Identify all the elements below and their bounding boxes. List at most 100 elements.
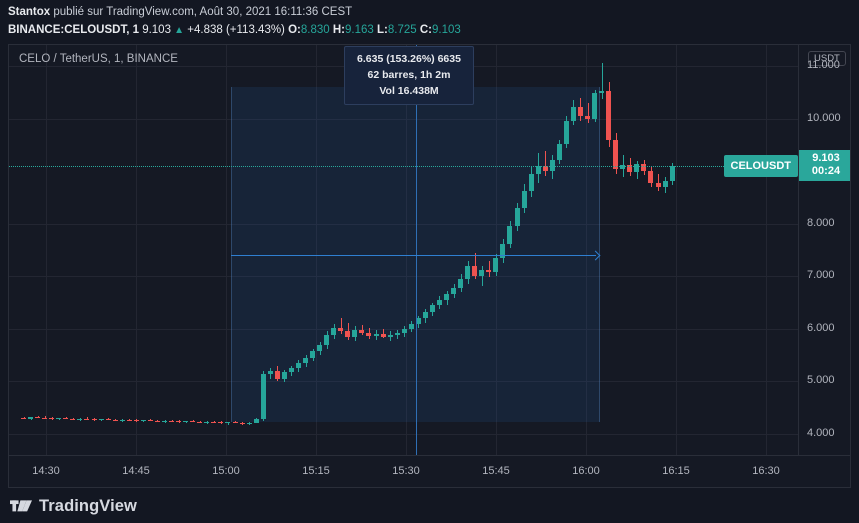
candle-body [507, 226, 512, 244]
publish-line: Stantox publié sur TradingView.com, Août… [8, 5, 859, 20]
quote-line: BINANCE:CELOUSDT, 1 9.103 ▲ +4.838 (+113… [8, 22, 859, 39]
grid-line-horizontal [9, 119, 798, 120]
candle-body [493, 257, 498, 273]
candle-body [183, 421, 188, 423]
candle-body [49, 418, 54, 420]
candle-body [35, 417, 40, 419]
candle-body [106, 419, 111, 421]
candle-body [416, 318, 421, 324]
candle-body [127, 419, 132, 421]
candle-body [120, 419, 125, 421]
grid-line-horizontal [9, 276, 798, 277]
candle-body [402, 328, 407, 334]
current-price-line [9, 166, 798, 167]
time-axis-tick: 15:30 [392, 465, 420, 477]
high-value: 9.163 [345, 24, 374, 36]
candle-body [268, 370, 273, 374]
price-axis-tick: 5.000 [807, 374, 835, 386]
candle-body [585, 115, 590, 119]
time-scale[interactable]: 14:30 14:45 15:00 15:15 15:30 15:45 16:00 16:15… [9, 455, 850, 487]
candle-wick [489, 260, 490, 278]
measure-selection-rectangle[interactable] [231, 87, 600, 422]
candle-body [204, 421, 209, 423]
candle-body [458, 278, 463, 288]
open-value: 8.830 [300, 24, 330, 36]
current-price-value: 9.103 [812, 152, 840, 164]
candle-body [634, 163, 639, 173]
time-axis-tick: 15:00 [212, 465, 240, 477]
candle-body [134, 420, 139, 422]
price-change: +4.838 (+113.43%) [187, 24, 285, 36]
candle-body [176, 421, 181, 423]
candle-body [656, 182, 661, 187]
tradingview-wordmark: TradingView [39, 496, 137, 515]
price-axis-tick: 10.000 [807, 112, 841, 124]
candle-body [613, 139, 618, 169]
candle-body [374, 334, 379, 337]
candle-body [225, 422, 230, 424]
chart-header: Stantox publié sur TradingView.com, Août… [0, 0, 859, 44]
grid-line-horizontal [9, 381, 798, 382]
measure-arrow-line [231, 255, 596, 256]
candle-body [247, 422, 252, 424]
measurement-tooltip: 6.635 (153.26%) 6635 62 barres, 1h 2m Vo… [344, 46, 474, 105]
chart-frame: CELOUSDT CELO / TetherUS, 1, BINANCE 6.6… [8, 44, 851, 488]
candle-body [571, 107, 576, 121]
candle-body [543, 165, 548, 172]
candle-body [84, 418, 89, 420]
grid-line-vertical [226, 45, 227, 455]
candle-wick [545, 151, 546, 177]
candle-wick [129, 418, 130, 421]
candle-body [218, 422, 223, 424]
candle-wick [87, 417, 88, 420]
price-scale[interactable]: USDT 11.000 10.000 8.000 7.000 6.000 5.000 4.0… [798, 45, 850, 455]
candle-body [148, 420, 153, 422]
grid-line-vertical [406, 45, 407, 455]
candle-body [190, 421, 195, 423]
up-triangle-icon: ▲ [174, 25, 185, 36]
candle-body [169, 420, 174, 422]
candle-body [233, 422, 238, 424]
grid-line-vertical [46, 45, 47, 455]
candle-body [324, 335, 329, 345]
low-label: L: [377, 24, 388, 36]
candle-body [240, 422, 245, 424]
candle-body [42, 417, 47, 419]
measure-volume: Vol 16.438M [379, 85, 439, 97]
publish-text: publié sur TradingView.com, Août 30, 202… [53, 6, 353, 18]
close-label: C: [419, 24, 432, 36]
candle-wick [270, 368, 271, 379]
candle-body [296, 363, 301, 369]
candle-body [627, 164, 632, 173]
currency-badge: USDT [808, 51, 846, 66]
candle-body [500, 243, 505, 258]
candle-wick [38, 415, 39, 419]
candle-body [211, 421, 216, 423]
candle-wick [52, 416, 53, 420]
candle-body [423, 312, 428, 319]
candle-wick [658, 173, 659, 192]
candle-body [599, 91, 604, 94]
price-axis-tick: 4.000 [807, 427, 835, 439]
candle-body [522, 191, 527, 208]
candle-body [141, 420, 146, 422]
candle-body [162, 420, 167, 422]
candle-body [648, 171, 653, 183]
candle-body [486, 269, 491, 273]
time-axis-tick: 14:45 [122, 465, 150, 477]
grid-line-vertical [766, 45, 767, 455]
price-plot-area[interactable]: CELOUSDT [9, 45, 798, 455]
grid-line-vertical [316, 45, 317, 455]
time-axis-tick: 16:15 [662, 465, 690, 477]
candle-body [479, 269, 484, 277]
candle-body [670, 165, 675, 181]
grid-line-horizontal [9, 434, 798, 435]
candle-wick [66, 417, 67, 420]
current-price-badge[interactable]: 9.103 00:24 [799, 150, 850, 181]
symbol-price-tag[interactable]: CELOUSDT [723, 155, 798, 177]
candle-body [197, 421, 202, 423]
candle-wick [24, 417, 25, 420]
candle-body [472, 265, 477, 277]
candle-wick [588, 102, 589, 123]
